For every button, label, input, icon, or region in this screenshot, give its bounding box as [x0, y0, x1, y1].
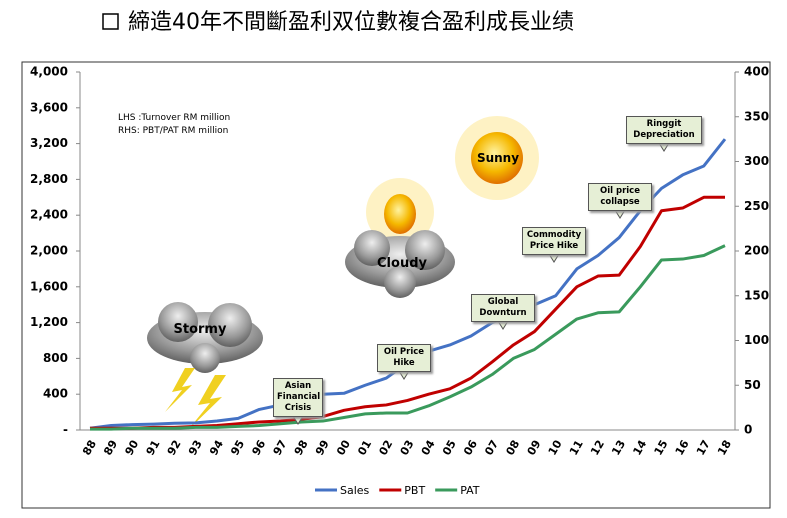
x-tick-label: 91 [144, 438, 163, 458]
callout-pointer [548, 253, 560, 263]
x-tick-label: 92 [165, 438, 184, 458]
x-tick-label: 12 [588, 438, 607, 458]
weather-label: Cloudy [377, 256, 427, 271]
x-tick-label: 96 [249, 438, 268, 458]
x-tick-label: 13 [609, 438, 628, 458]
callout-pointer [398, 370, 410, 380]
y-tick-label: - [63, 423, 68, 437]
y2-tick-label: 350 [744, 109, 769, 123]
x-tick-label: 09 [525, 438, 544, 458]
stormy-icon [147, 302, 263, 430]
y2-tick-label: 250 [744, 199, 769, 213]
callout: Asian Financial Crisis [273, 378, 323, 417]
y2-tick-label: 0 [744, 423, 752, 437]
callout: Global Downturn [471, 294, 535, 322]
y-tick-label: 1,600 [30, 279, 68, 293]
callout-pointer [658, 142, 670, 152]
x-tick-label: 97 [271, 438, 290, 458]
y2-tick-label: 150 [744, 288, 769, 302]
x-tick-label: 89 [101, 438, 120, 458]
x-tick-label: 99 [313, 438, 332, 458]
y-tick-label: 3,200 [30, 136, 68, 150]
y-tick-label: 400 [43, 387, 68, 401]
legend-label: PBT [404, 484, 425, 497]
weather-label: Sunny [476, 151, 520, 165]
x-tick-label: 94 [207, 438, 226, 458]
x-tick-label: 95 [228, 438, 247, 458]
callout-pointer [614, 209, 626, 219]
x-tick-label: 16 [673, 438, 692, 458]
x-tick-label: 15 [652, 438, 671, 458]
x-tick-label: 08 [503, 438, 522, 458]
legend-label: PAT [460, 484, 480, 497]
y2-tick-label: 50 [744, 378, 761, 392]
axis-note: LHS :Turnover RM million [118, 113, 231, 123]
y2-tick-label: 300 [744, 154, 769, 168]
x-tick-label: 07 [482, 438, 501, 458]
y2-tick-label: 100 [744, 333, 769, 347]
legend-label: Sales [340, 484, 370, 497]
x-tick-label: 14 [630, 438, 649, 458]
y-tick-label: 3,600 [30, 100, 68, 114]
y-tick-label: 1,200 [30, 315, 68, 329]
axis-note: RHS: PBT/PAT RM million [118, 126, 229, 136]
callout-pointer [497, 320, 509, 330]
x-tick-label: 90 [122, 438, 141, 458]
callout: Commodity Price Hike [522, 227, 586, 255]
y2-tick-label: 400 [744, 65, 769, 79]
x-tick-label: 88 [80, 438, 99, 458]
cloudy-icon [345, 178, 455, 298]
x-tick-label: 06 [461, 438, 480, 458]
title-bullet [102, 13, 119, 30]
x-tick-label: 03 [398, 438, 417, 458]
weather-label: Stormy [173, 322, 227, 337]
y-tick-label: 2,400 [30, 208, 68, 222]
x-tick-label: 05 [440, 438, 459, 458]
x-tick-label: 02 [376, 438, 395, 458]
sunny-icon [455, 116, 539, 200]
x-tick-label: 10 [546, 438, 565, 458]
y-tick-label: 4,000 [30, 65, 68, 79]
x-tick-label: 93 [186, 438, 205, 458]
y-tick-label: 800 [43, 351, 68, 365]
callout: Ringgit Depreciation [626, 116, 702, 144]
x-tick-label: 00 [334, 438, 353, 458]
x-tick-label: 98 [292, 438, 311, 458]
y-tick-label: 2,000 [30, 244, 68, 258]
x-tick-label: 18 [715, 438, 734, 458]
callout: Oil price collapse [588, 183, 652, 211]
x-tick-label: 17 [694, 438, 713, 458]
x-tick-label: 01 [355, 438, 374, 458]
series-line [90, 244, 726, 431]
callout: Oil Price Hike [377, 344, 431, 372]
y2-tick-label: 200 [744, 244, 769, 258]
frame [21, 61, 771, 509]
x-tick-label: 04 [419, 438, 438, 458]
chart-title: 締造40年不間斷盈利双位數複合盈利成長业绩 [128, 10, 574, 35]
x-tick-label: 11 [567, 438, 586, 458]
y-tick-label: 2,800 [30, 172, 68, 186]
